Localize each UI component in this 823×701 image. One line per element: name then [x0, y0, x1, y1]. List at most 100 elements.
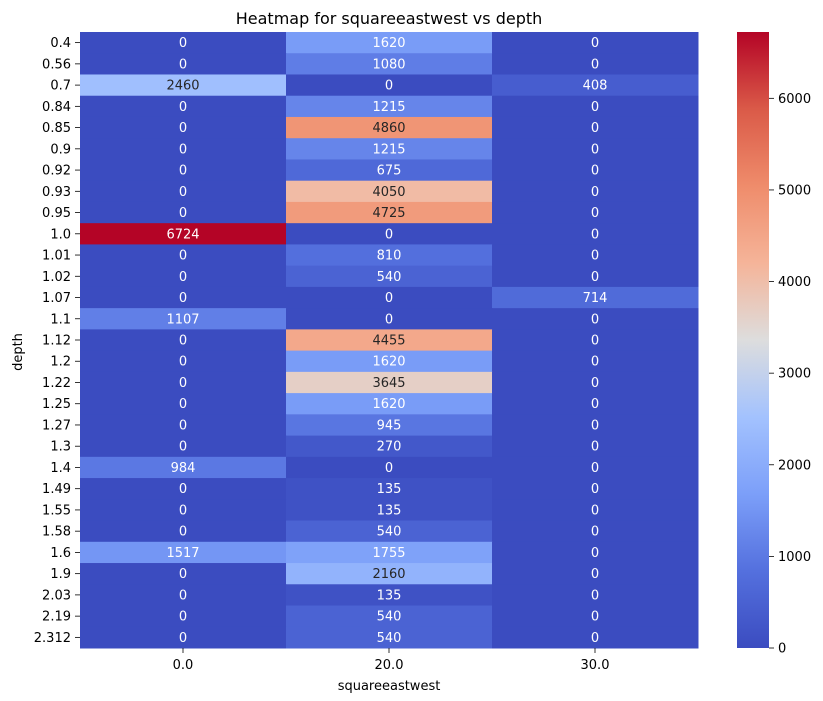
cell-value-label: 0 [179, 610, 187, 625]
cell-value-label: 0 [591, 57, 599, 72]
heatmap-cell [492, 116, 699, 139]
cell-value-label: 540 [377, 610, 402, 625]
heatmap-cell [492, 456, 699, 479]
cell-value-label: 0 [179, 121, 187, 136]
heatmap-cell [80, 563, 287, 585]
y-tick-label: 1.2 [50, 355, 71, 370]
cell-value-label: 0 [591, 185, 599, 200]
y-tick-label: 2.03 [42, 588, 71, 603]
heatmap-cell [286, 393, 493, 415]
y-tick-label: 0.7 [50, 79, 71, 94]
heatmap-cell [286, 95, 493, 118]
y-tick-label: 2.19 [42, 610, 71, 625]
heatmap-cell [492, 74, 699, 97]
cell-value-label: 1620 [372, 355, 405, 370]
heatmap-cell [80, 138, 287, 160]
heatmap-cell [286, 159, 493, 182]
heatmap-cell [286, 286, 493, 309]
y-tick-label: 1.07 [42, 291, 71, 306]
heatmap-cell [286, 180, 493, 203]
heatmap-cell [286, 499, 493, 522]
heatmap-cell [80, 32, 287, 54]
cell-value-label: 0 [591, 121, 599, 136]
cell-value-label: 0 [179, 525, 187, 540]
heatmap-cell [492, 159, 699, 182]
heatmap-cell [80, 541, 287, 564]
cell-value-label: 0 [591, 334, 599, 349]
colorbar-tick-label: 1000 [778, 550, 811, 565]
cell-value-label: 4860 [372, 121, 405, 136]
heatmap-cell [286, 520, 493, 543]
heatmap-cell [492, 265, 699, 288]
colorbar-tick-label: 2000 [778, 458, 811, 473]
cell-value-label: 408 [583, 79, 608, 94]
cell-value-label: 0 [179, 397, 187, 412]
heatmap-cell [492, 393, 699, 415]
y-axis-ticks: 0.4 0.56 0.7 0.84 0.85 0.9 0.92 0.93 0.95 1.0 1.01… [34, 36, 80, 646]
heatmap-cell [492, 180, 699, 203]
cell-value-label: 0 [591, 355, 599, 370]
x-axis-label: squareeastwest [338, 679, 441, 694]
cell-value-label: 0 [179, 291, 187, 306]
cell-value-label: 4050 [372, 185, 405, 200]
y-tick-label: 0.9 [50, 142, 71, 157]
colorbar-tick-label: 6000 [778, 92, 811, 107]
heatmap-cell [286, 32, 493, 54]
heatmap-cell [286, 563, 493, 585]
cell-value-label: 0 [591, 482, 599, 497]
cell-value-label: 3645 [372, 376, 405, 391]
y-tick-label: 1.27 [42, 418, 71, 433]
heatmap-cell [80, 414, 287, 437]
heatmap-cell [492, 478, 699, 500]
cell-value-label: 1215 [372, 142, 405, 157]
cell-value-label: 0 [591, 631, 599, 646]
y-tick-label: 1.9 [50, 567, 71, 582]
heatmap-cell [492, 138, 699, 160]
cell-value-label: 0 [179, 100, 187, 115]
cell-value-label: 675 [377, 164, 402, 179]
cell-value-label: 1107 [166, 312, 199, 327]
heatmap-cell [286, 223, 493, 245]
cell-value-label: 984 [171, 461, 196, 476]
chart-title: Heatmap for squareeastwest vs depth [236, 9, 543, 28]
heatmap-cell [286, 308, 493, 330]
heatmap-cell [286, 201, 493, 224]
x-tick-label: 30.0 [581, 658, 610, 673]
cell-value-label: 540 [377, 270, 402, 285]
cell-value-label: 0 [591, 249, 599, 264]
cell-value-label: 0 [591, 525, 599, 540]
y-tick-label: 1.58 [42, 525, 71, 540]
y-tick-label: 1.12 [42, 334, 71, 349]
heatmap-cell [286, 265, 493, 288]
cell-value-label: 1755 [372, 546, 405, 561]
heatmap-cell [80, 286, 287, 309]
heatmap-cell [492, 435, 699, 458]
y-tick-label: 0.85 [42, 121, 71, 136]
cell-value-label: 135 [377, 588, 402, 603]
heatmap-cell [286, 74, 493, 97]
heatmap-cell [492, 95, 699, 118]
cell-value-label: 0 [179, 270, 187, 285]
heatmap-cell [492, 414, 699, 437]
cell-value-label: 0 [179, 588, 187, 603]
cell-value-label: 0 [591, 397, 599, 412]
cell-value-label: 0 [385, 461, 393, 476]
colorbar-tick-label: 5000 [778, 183, 811, 198]
heatmap-cell [80, 584, 287, 607]
heatmap-cell [80, 95, 287, 118]
cell-value-label: 0 [385, 291, 393, 306]
heatmap-cell [492, 626, 699, 649]
heatmap-cell [492, 541, 699, 564]
cell-value-label: 2460 [166, 79, 199, 94]
cell-value-label: 270 [377, 440, 402, 455]
heatmap-cell [80, 244, 287, 267]
cell-value-label: 0 [179, 355, 187, 370]
y-tick-label: 0.95 [42, 206, 71, 221]
heatmap-cell [80, 371, 287, 394]
cell-value-label: 714 [583, 291, 608, 306]
heatmap-cell [492, 329, 699, 352]
cell-value-label: 1620 [372, 36, 405, 51]
heatmap-cell [492, 223, 699, 245]
heatmap-cell [80, 180, 287, 203]
